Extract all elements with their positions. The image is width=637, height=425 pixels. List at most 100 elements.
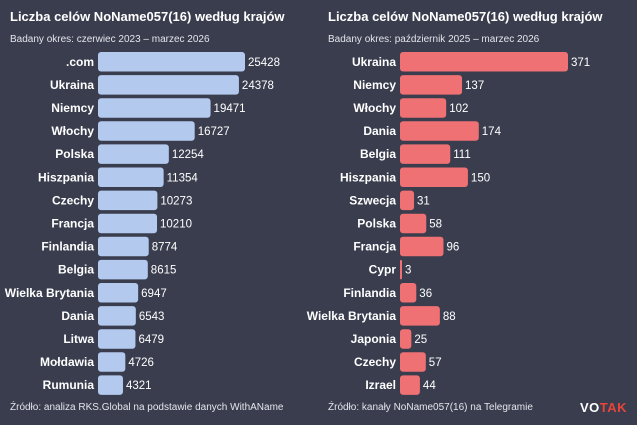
bar — [400, 236, 444, 257]
value-label: 25428 — [248, 57, 280, 69]
value-label: 6543 — [139, 311, 165, 323]
value-label: 96 — [446, 242, 459, 254]
value-label: 3 — [405, 265, 411, 277]
value-label: 19471 — [214, 103, 246, 115]
category-label: Finlandia — [343, 286, 396, 300]
category-label: Japonia — [351, 332, 397, 346]
value-label: 4726 — [128, 357, 154, 369]
bar — [400, 167, 468, 187]
bar — [400, 213, 427, 234]
value-label: 371 — [571, 57, 590, 69]
category-label: Francja — [51, 216, 94, 230]
value-label: 174 — [482, 126, 502, 138]
chart-source: Źródło: analiza RKS.Global na podstawie … — [10, 402, 284, 413]
bar — [400, 121, 479, 141]
category-label: Czechy — [354, 355, 396, 369]
value-label: 24378 — [242, 80, 274, 92]
value-label: 58 — [429, 218, 442, 230]
bar — [98, 352, 126, 372]
value-label: 25 — [414, 334, 427, 346]
value-label: 6479 — [138, 334, 164, 346]
bar — [98, 259, 148, 280]
bar — [400, 329, 412, 349]
value-label: 57 — [429, 357, 442, 369]
category-label: Belgia — [58, 263, 94, 277]
bar — [98, 213, 158, 234]
category-label: Rumunia — [43, 378, 95, 392]
value-label: 150 — [471, 172, 490, 184]
bar — [400, 306, 440, 326]
bar — [98, 167, 164, 187]
category-label: Francja — [353, 240, 396, 254]
value-label: 6947 — [141, 288, 167, 300]
category-label: Hiszpania — [340, 170, 396, 184]
value-label: 44 — [423, 380, 436, 392]
value-label: 10210 — [160, 218, 192, 230]
category-label: Izrael — [365, 378, 396, 392]
bar — [400, 75, 463, 95]
category-label: Mołdawia — [40, 355, 94, 369]
category-label: Ukraina — [50, 78, 94, 92]
chart-subtitle: Badany okres: czerwiec 2023 – marzec 202… — [10, 34, 210, 45]
value-label: 12254 — [172, 149, 205, 161]
category-label: Szwecja — [349, 193, 396, 207]
category-label: Polska — [55, 147, 94, 161]
category-label: Niemcy — [51, 101, 94, 115]
bar — [400, 375, 420, 395]
chart-title: Liczba celów NoName057(16) według krajów — [10, 9, 285, 24]
category-label: .com — [66, 55, 94, 69]
category-label: Wielka Brytania — [307, 309, 397, 323]
value-label: 102 — [449, 103, 468, 115]
category-label: Polska — [357, 216, 396, 230]
category-label: Włochy — [51, 124, 94, 138]
bar — [98, 283, 139, 303]
value-label: 137 — [465, 80, 484, 92]
chart-title: Liczba celów NoName057(16) według krajów — [328, 9, 603, 24]
value-label: 8774 — [152, 242, 178, 254]
category-label: Belgia — [360, 147, 396, 161]
value-label: 88 — [443, 311, 456, 323]
value-label: 8615 — [151, 265, 177, 277]
value-label: 31 — [417, 195, 430, 207]
left-chart-panel: Liczba celów NoName057(16) według krajów… — [0, 0, 318, 425]
logo-text: VO — [579, 400, 600, 415]
right-chart-panel: Liczba celów NoName057(16) według krajów… — [307, 0, 637, 425]
bar — [400, 190, 415, 211]
bar — [98, 375, 123, 395]
category-label: Finlandia — [41, 240, 94, 254]
category-label: Dania — [363, 124, 396, 138]
bar — [400, 144, 451, 164]
bar-chart-right: Ukraina 371 Niemcy 137 Włochy 102 Dania 174 Belg… — [307, 52, 590, 395]
bar-chart-left: .com 25428 Ukraina 24378 Niemcy 19471 Włochy 16… — [5, 52, 280, 395]
category-label: Dania — [61, 309, 94, 323]
category-label: Litwa — [63, 332, 94, 346]
category-label: Włochy — [353, 101, 396, 115]
bar — [400, 98, 447, 118]
category-label: Ukraina — [352, 55, 396, 69]
bar — [98, 75, 239, 95]
bar — [400, 52, 568, 72]
bar — [98, 121, 195, 141]
bar — [98, 329, 136, 349]
bar — [98, 98, 211, 118]
bar — [400, 259, 402, 280]
bar — [98, 52, 245, 72]
category-label: Niemcy — [353, 78, 396, 92]
category-label: Hiszpania — [38, 170, 94, 184]
value-label: 10273 — [160, 195, 192, 207]
votak-logo: VOTAK — [580, 400, 627, 415]
bar — [98, 190, 158, 211]
category-label: Wielka Brytania — [5, 286, 95, 300]
bar — [98, 306, 136, 326]
value-label: 36 — [419, 288, 432, 300]
bar — [98, 144, 169, 164]
bar — [400, 283, 417, 303]
logo-text-highlight: TAK — [599, 400, 627, 415]
value-label: 11354 — [167, 172, 199, 184]
value-label: 111 — [453, 149, 470, 161]
chart-subtitle: Badany okres: październik 2025 – marzec … — [328, 34, 540, 45]
bar — [400, 352, 426, 372]
category-label: Cypr — [369, 263, 397, 277]
chart-source: Źródło: kanały NoName057(16) na Telegram… — [328, 402, 533, 413]
value-label: 16727 — [198, 126, 230, 138]
